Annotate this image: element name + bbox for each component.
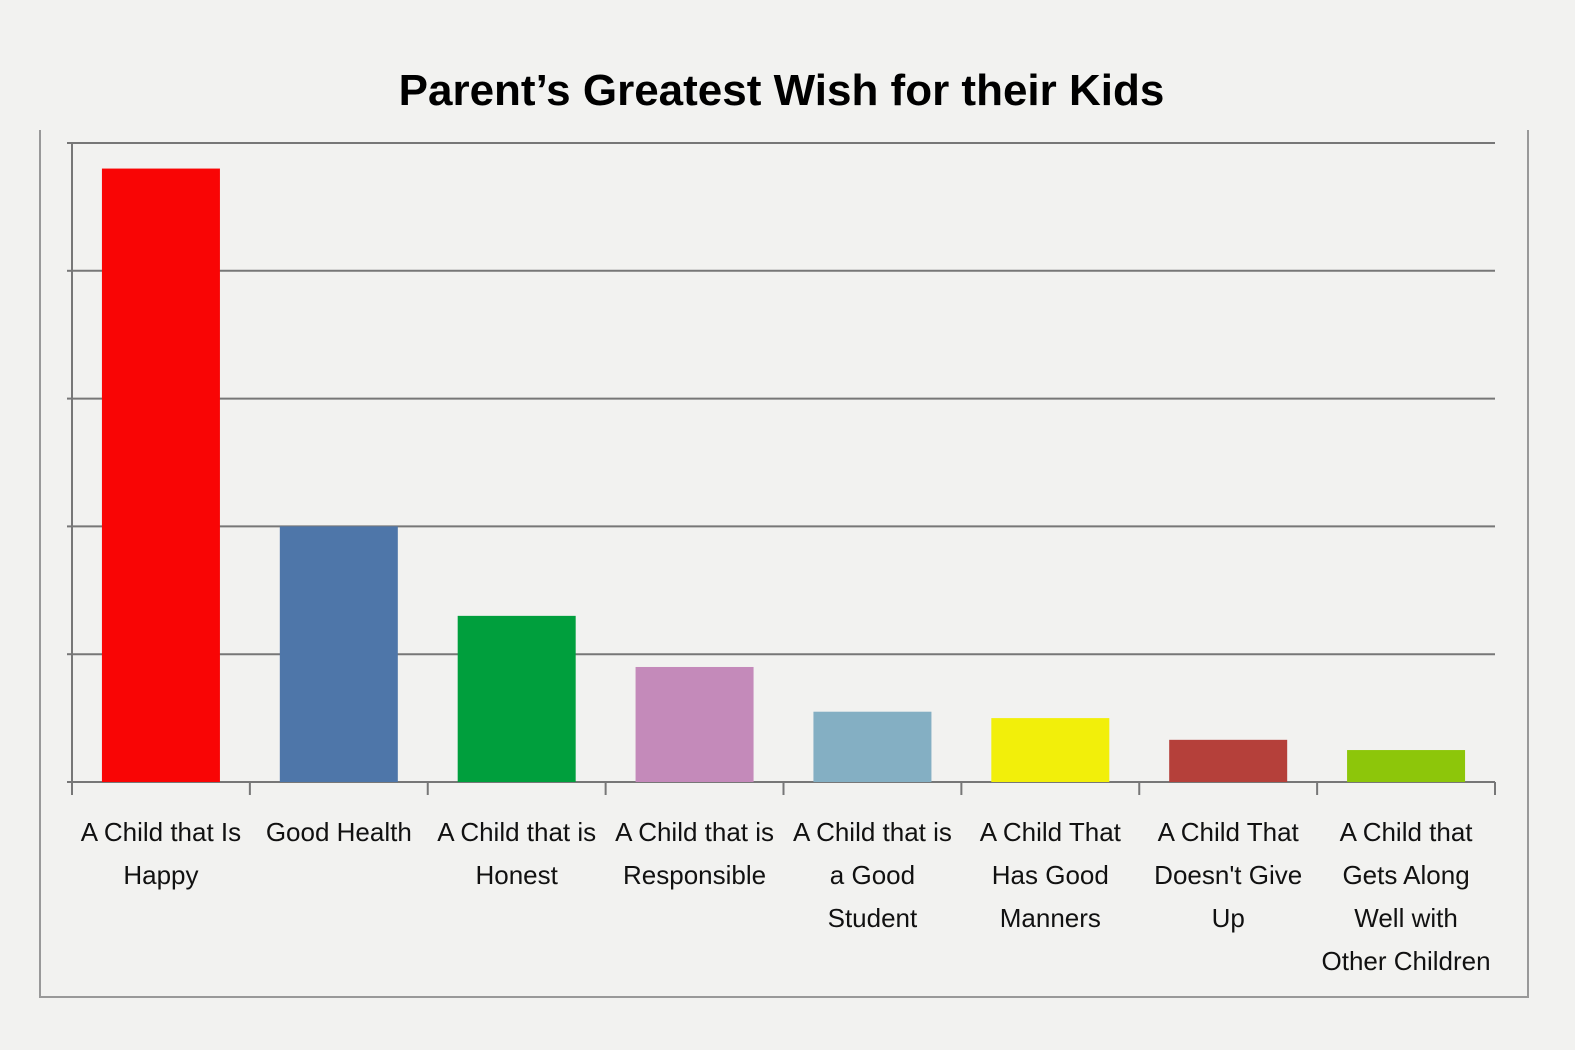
- bar: [101, 168, 220, 782]
- chart-title: Parent’s Greatest Wish for their Kids: [398, 66, 1165, 115]
- bar: [635, 666, 754, 782]
- x-tick-label: A Child that is a Good Student: [792, 817, 952, 933]
- bar: [1169, 739, 1288, 782]
- bar: [991, 718, 1110, 782]
- x-tick-label: A Child that is Honest: [437, 817, 597, 890]
- x-tick-label: A Child that is Responsible: [615, 817, 775, 890]
- x-tick-label: A Child That Has Good Manners: [979, 817, 1121, 933]
- x-tick-label: A Child that Gets Along Well with Other …: [1321, 817, 1491, 976]
- bar: [279, 526, 398, 782]
- bar: [457, 615, 576, 782]
- x-tick-label: A Child that Is Happy: [80, 817, 242, 890]
- bar: [813, 711, 932, 782]
- x-tick-label: A Child That Doesn't Give Up: [1154, 817, 1303, 933]
- x-tick-label: Good Health: [265, 817, 412, 847]
- chart-frame: [39, 130, 1529, 998]
- bar: [1347, 750, 1466, 782]
